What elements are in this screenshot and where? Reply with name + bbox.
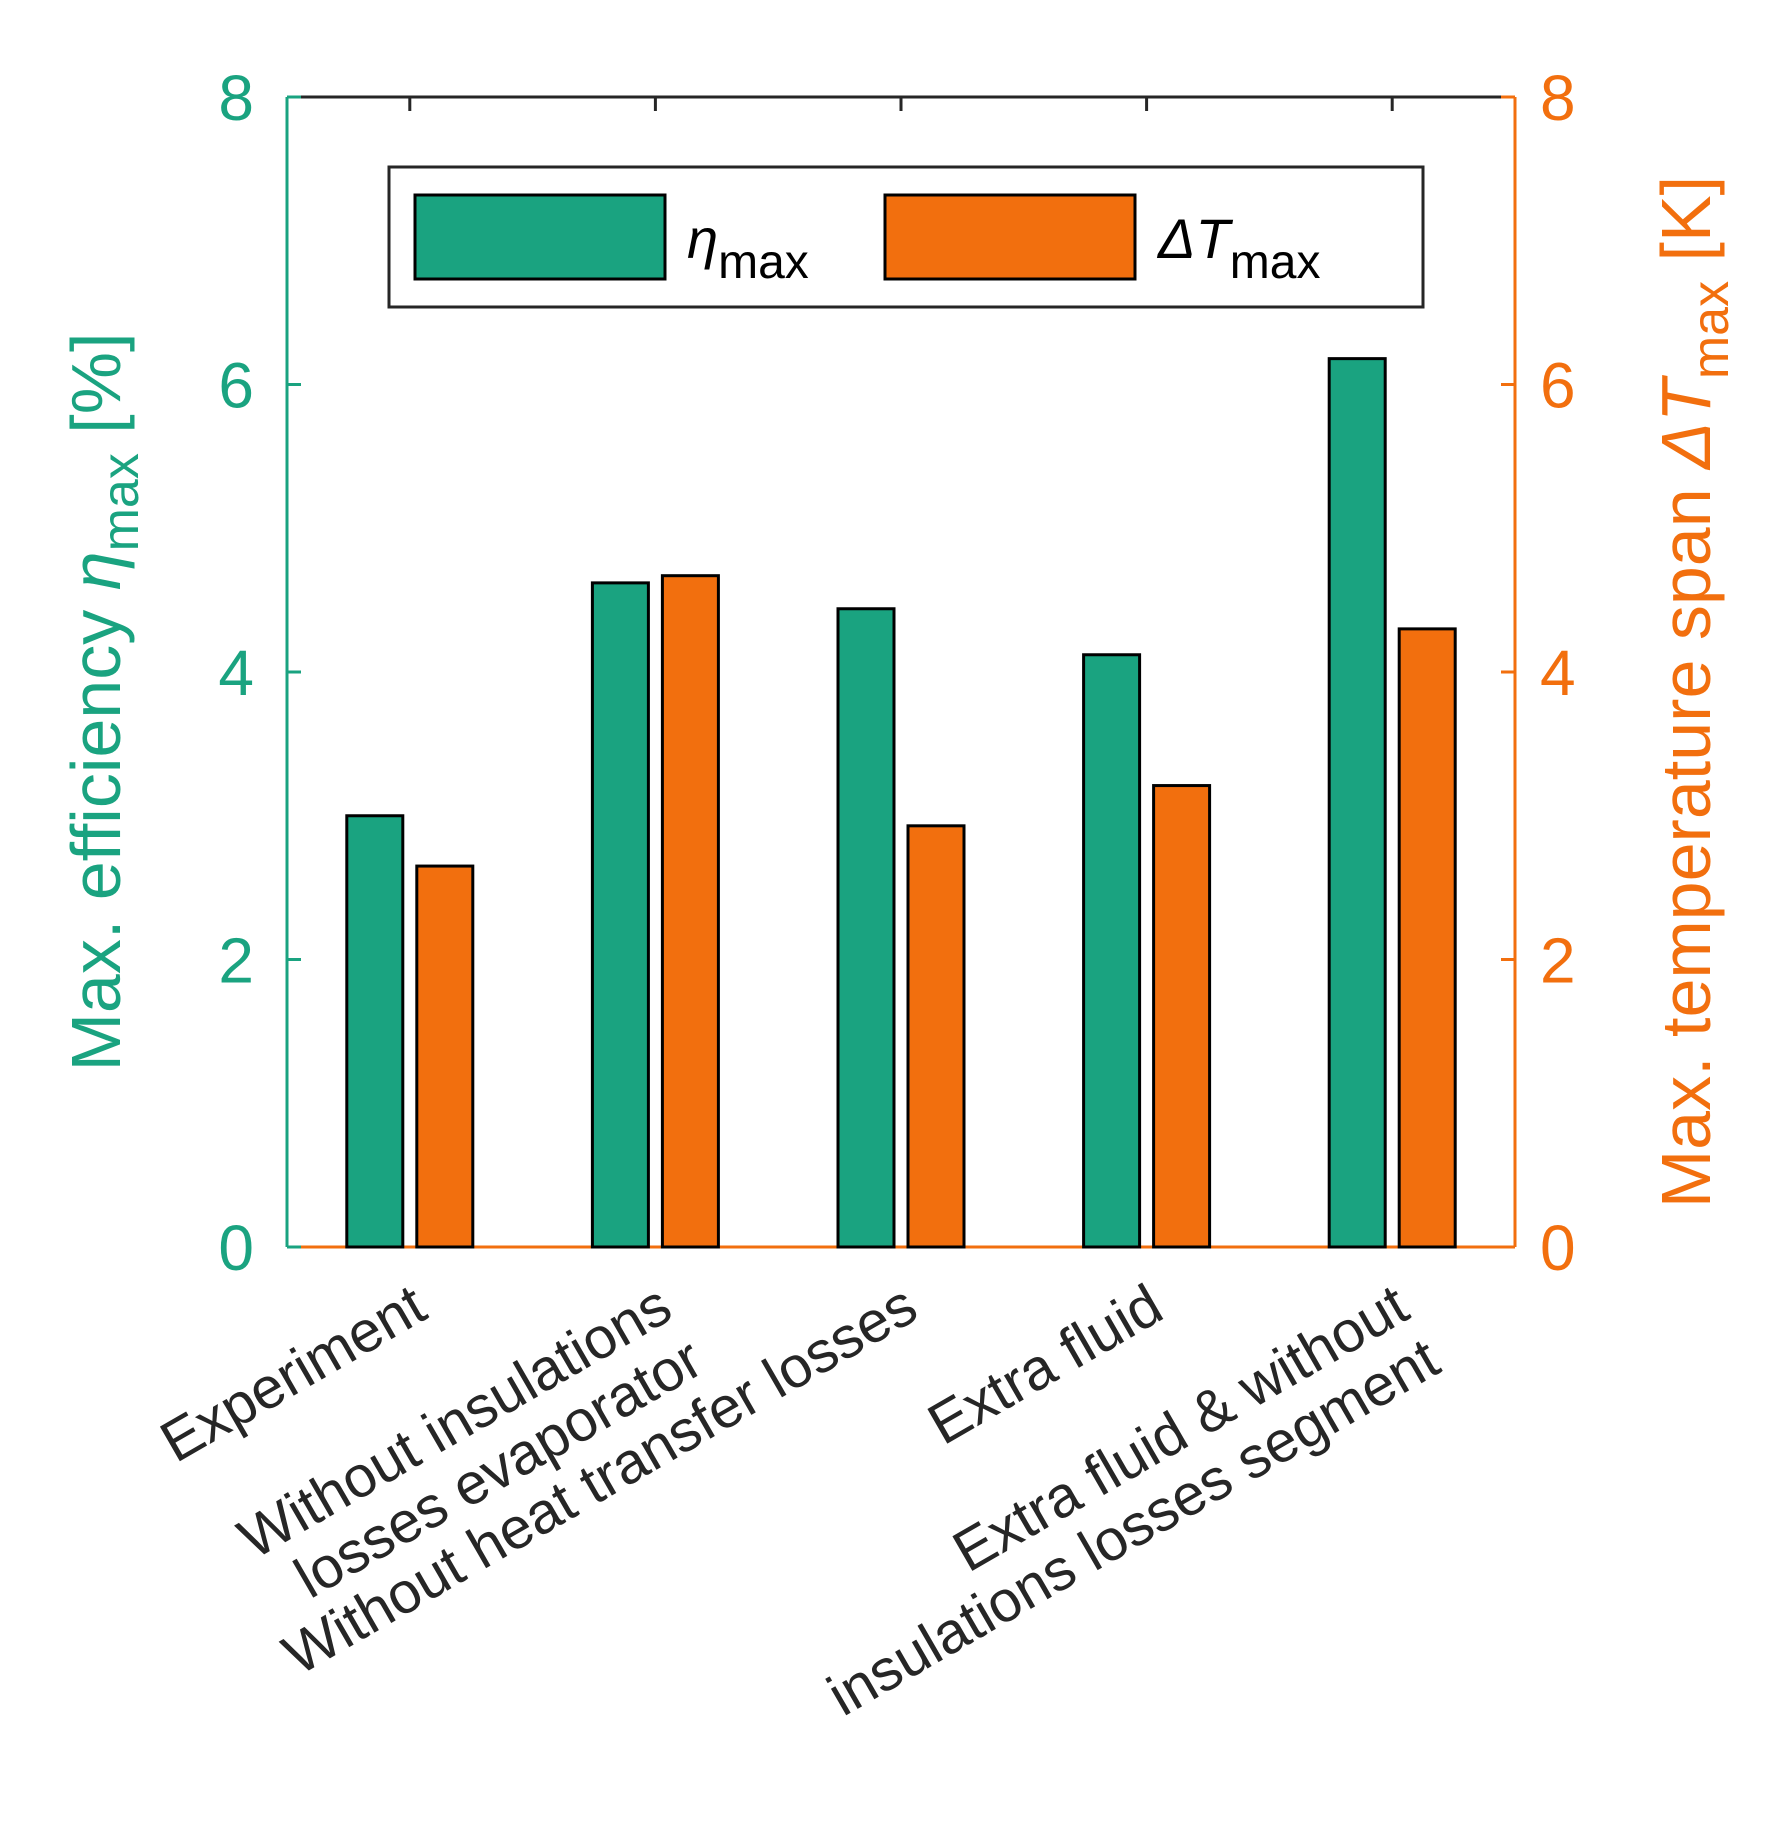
bar-efficiency-0 [345, 814, 405, 1249]
bar-efficiency-4 [1327, 357, 1387, 1249]
right-tick-label-1: 2 [1540, 925, 1576, 997]
right-axis-title: Max. temperature span ΔTmax [K] [1647, 176, 1740, 1208]
right-tick-label-0: 0 [1540, 1212, 1576, 1284]
left-tick-label-4: 8 [218, 62, 254, 134]
legend-swatch-0 [413, 193, 667, 281]
bar-efficiency-3 [1082, 653, 1142, 1249]
left-axis-title: Max. efficiency ηmax [%] [57, 333, 150, 1072]
left-tick-label-2: 4 [218, 637, 254, 709]
legend: ηmax ΔTmax [387, 165, 1425, 309]
left-tick-label-3: 6 [218, 350, 254, 422]
left-tick-label-1: 2 [218, 925, 254, 997]
right-tick-label-4: 8 [1540, 62, 1576, 134]
left-tick-label-0: 0 [218, 1212, 254, 1284]
bar-temperature-span-2 [906, 824, 966, 1249]
legend-swatch-1 [883, 193, 1137, 281]
bar-temperature-span-4 [1397, 627, 1457, 1249]
bar-efficiency-1 [590, 581, 650, 1249]
bar-temperature-span-3 [1152, 784, 1212, 1249]
legend-label-1: ΔTmax [1156, 207, 1320, 289]
bar-temperature-span-1 [660, 574, 720, 1249]
bar-temperature-span-0 [415, 864, 475, 1249]
category-label-4-line-1: insulations losses segment [817, 1326, 1450, 1729]
legend-label-0: ηmax [687, 207, 809, 289]
bars [345, 357, 1457, 1249]
axis-ticks [287, 95, 1515, 1249]
right-tick-label-3: 6 [1540, 350, 1576, 422]
bar-efficiency-2 [836, 607, 896, 1249]
axis-labels: 0 2 4 6 8 0 2 4 6 8 Max. efficiency ηmax [%] Max. t… [57, 62, 1740, 1284]
right-tick-label-2: 4 [1540, 637, 1576, 709]
